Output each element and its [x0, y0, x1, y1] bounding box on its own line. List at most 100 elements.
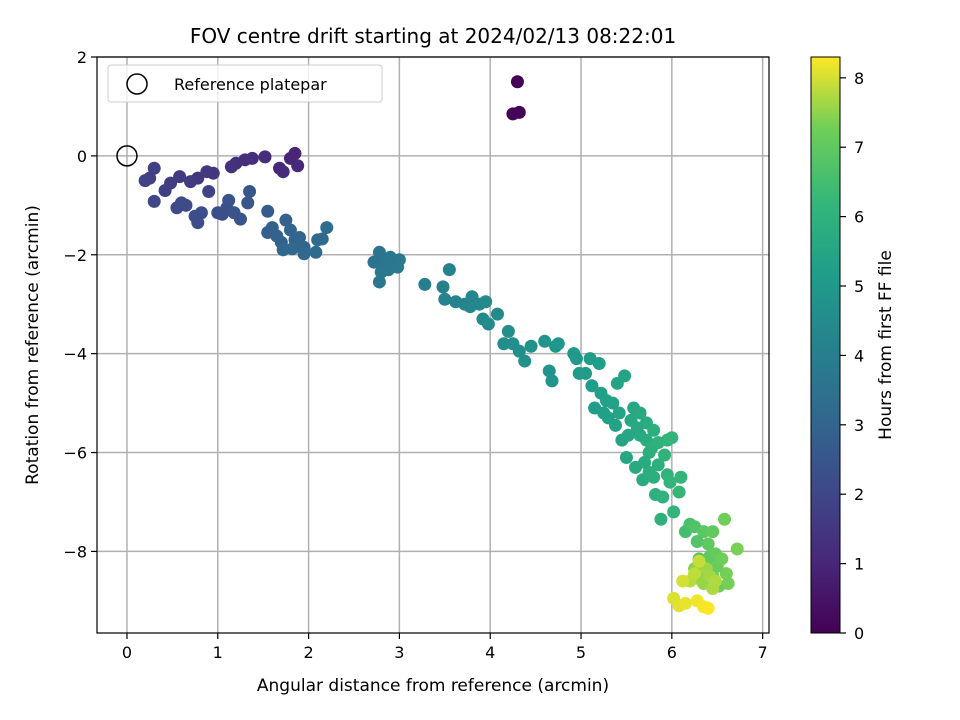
scatter-point: [551, 337, 565, 351]
scatter-point: [674, 470, 688, 484]
scatter-point: [200, 165, 214, 179]
scatter-point: [436, 280, 450, 294]
x-tick-label: 2: [303, 643, 313, 662]
scatter-point: [372, 275, 386, 289]
scatter-point: [320, 221, 334, 235]
scatter-points: [138, 75, 744, 615]
scatter-point: [315, 232, 329, 246]
scatter-point: [224, 160, 238, 174]
scatter-point: [147, 161, 161, 175]
scatter-point: [497, 337, 511, 351]
scatter-point: [173, 170, 187, 184]
scatter-point: [179, 198, 193, 212]
scatter-point: [730, 542, 744, 556]
axes-frame: [96, 56, 770, 634]
scatter-point: [138, 174, 152, 188]
scatter-point: [233, 212, 247, 226]
x-ticks: 0 1 2 3 4 5 6 7: [122, 633, 768, 662]
scatter-point: [690, 535, 704, 549]
scatter-point: [718, 512, 732, 526]
scatter-point: [418, 277, 432, 291]
scatter-point: [708, 574, 722, 588]
y-tick-label: −4: [63, 345, 87, 364]
x-tick-label: 6: [667, 643, 677, 662]
colorbar-label: Hours from first FF file: [876, 250, 896, 440]
scatter-point: [656, 490, 670, 504]
x-tick-label: 4: [485, 643, 495, 662]
scatter-point: [676, 574, 690, 588]
colorbar: [810, 56, 841, 634]
scatter-point: [688, 567, 702, 581]
scatter-point: [538, 334, 552, 348]
scatter-point: [618, 369, 632, 383]
scatter-point: [612, 406, 626, 420]
scatter-point: [697, 525, 711, 539]
reference-platepar-marker: [116, 145, 138, 167]
scatter-point: [276, 165, 290, 179]
scatter-point: [512, 105, 526, 119]
colorbar-tick-label: 0: [854, 624, 864, 643]
scatter-point: [658, 448, 672, 462]
scatter-point: [279, 213, 293, 227]
scatter-point: [490, 307, 504, 321]
scatter-point: [701, 537, 715, 551]
x-tick-label: 1: [213, 643, 223, 662]
scatter-point: [569, 352, 583, 366]
scatter-point: [721, 577, 735, 591]
legend-box: [107, 64, 383, 103]
scatter-point: [222, 193, 236, 207]
scatter-point: [479, 295, 493, 309]
y-ticks: 2 0 −2 −4 −6 −8: [63, 48, 97, 561]
scatter-point: [191, 216, 205, 230]
y-tick-label: −8: [63, 542, 87, 561]
legend-entry-label: Reference platepar: [174, 75, 327, 94]
scatter-point: [524, 339, 538, 353]
colorbar-tick-label: 1: [854, 555, 864, 574]
scatter-point: [545, 374, 559, 388]
scatter-point: [621, 428, 635, 442]
scatter-point: [438, 292, 452, 306]
scatter-point: [654, 512, 668, 526]
scatter-point: [293, 230, 307, 244]
scatter-point: [701, 601, 715, 615]
colorbar-tick-label: 6: [854, 208, 864, 227]
scatter-point: [651, 458, 665, 472]
y-tick-label: −6: [63, 444, 87, 463]
scatter-point: [606, 396, 620, 410]
scatter-point: [147, 194, 161, 208]
x-tick-label: 3: [394, 643, 404, 662]
colorbar-tick-label: 2: [854, 485, 864, 504]
scatter-point: [667, 505, 681, 519]
scatter-point: [719, 567, 733, 581]
scatter-point: [512, 344, 526, 358]
scatter-point: [692, 554, 706, 568]
colorbar-tick-label: 5: [854, 277, 864, 296]
scatter-point: [285, 242, 299, 256]
scatter-point: [283, 223, 297, 237]
scatter-point: [374, 265, 388, 279]
scatter-point: [706, 525, 720, 539]
scatter-point: [647, 423, 661, 437]
x-tick-label: 7: [758, 643, 768, 662]
x-tick-label: 5: [576, 643, 586, 662]
legend: Reference platepar: [107, 64, 383, 103]
scatter-point: [202, 184, 216, 198]
scatter-point: [291, 159, 305, 173]
reference-marker-group: [116, 145, 138, 167]
scatter-point: [633, 406, 647, 420]
scatter-point: [678, 596, 692, 610]
scatter-point: [258, 150, 272, 164]
scatter-point: [158, 183, 172, 197]
colorbar-tick-label: 4: [854, 346, 864, 365]
scatter-point: [261, 204, 275, 218]
scatter-point: [442, 263, 456, 277]
x-tick-label: 0: [122, 643, 132, 662]
scatter-point: [638, 455, 652, 469]
scatter-point: [241, 196, 255, 210]
scatter-point: [309, 245, 323, 259]
scatter-point: [672, 485, 686, 499]
scatter-point: [665, 431, 679, 445]
scatter-point: [518, 354, 532, 368]
